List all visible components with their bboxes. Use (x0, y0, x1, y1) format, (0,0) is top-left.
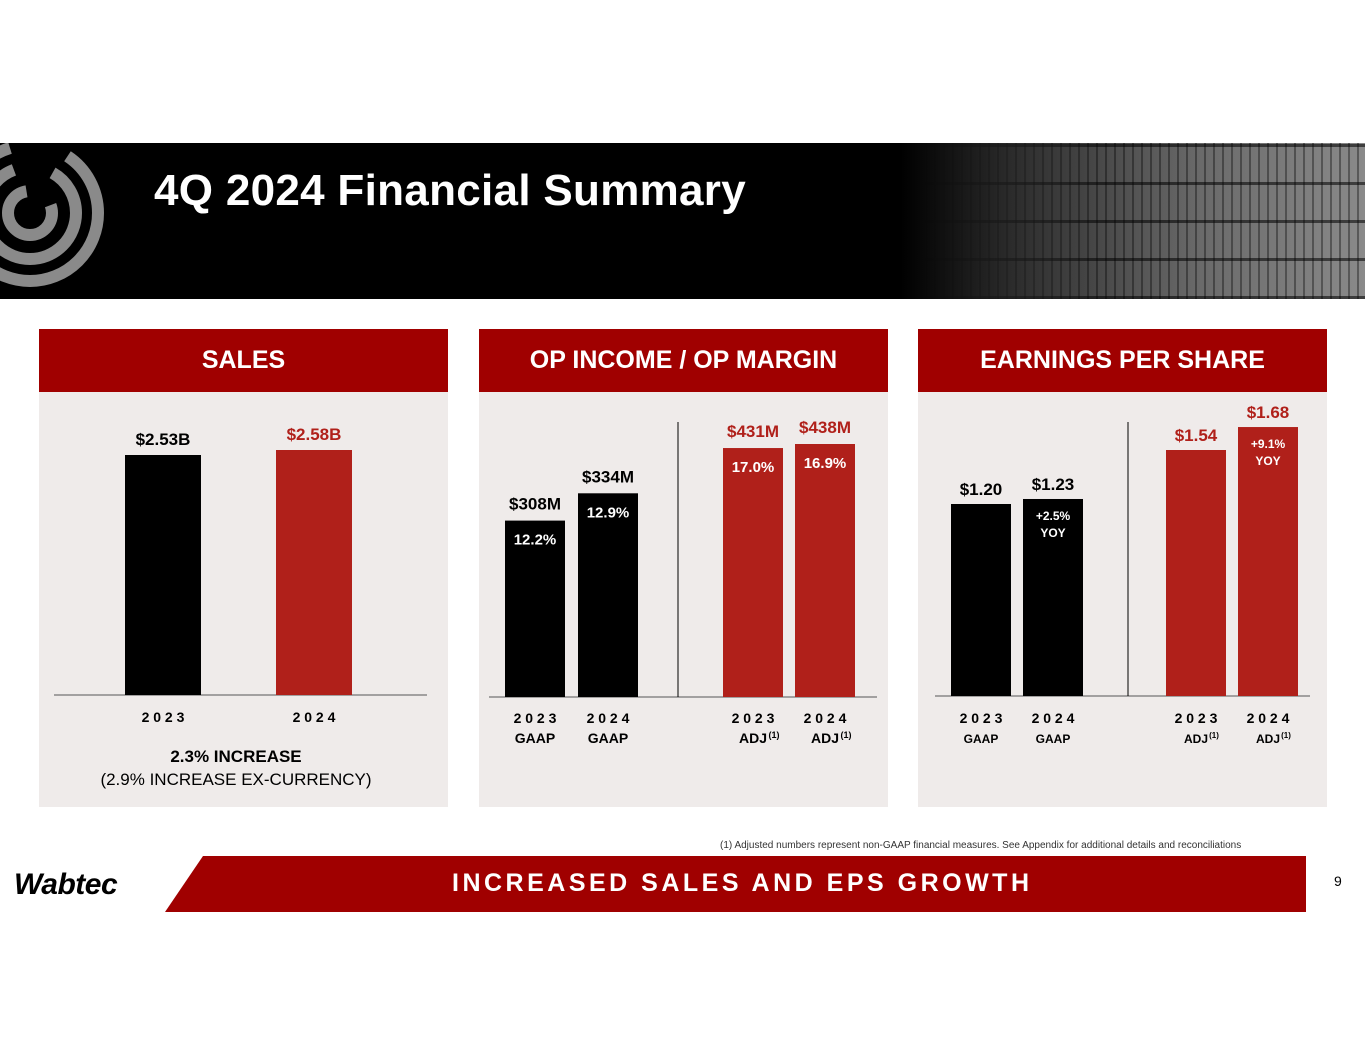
op-year-label: 2 0 2 4 (587, 710, 630, 726)
op-income-panel: OP INCOME / OP MARGIN $308M 12.2% 2 0 2 3 G… (479, 329, 888, 807)
op-margin-label: 17.0% (732, 459, 775, 476)
op-margin-label: 12.2% (514, 532, 557, 549)
eps-year-label: 2 0 2 4 (1247, 710, 1290, 726)
eps-year-label: 2 0 2 3 (1175, 710, 1218, 726)
eps-bar (951, 504, 1011, 696)
eps-value-label: $1.68 (1247, 403, 1290, 422)
brand-swirl-icon (0, 143, 104, 287)
op-bar (795, 444, 855, 697)
eps-basis-label: ADJ (1184, 732, 1208, 746)
footer-tagline: INCREASED SALES AND EPS GROWTH (452, 869, 1033, 897)
op-basis-label: ADJ (739, 730, 767, 746)
sales-ex-currency-note: (2.9% INCREASE EX-CURRENCY) (100, 770, 371, 789)
eps-yoy-pct: +2.5% (1036, 509, 1071, 523)
eps-basis-label: ADJ (1256, 732, 1280, 746)
op-income-chart: $308M 12.2% 2 0 2 3 GAAP $334M 12.9% 2 0 2 4 GA… (489, 418, 877, 746)
eps-basis-label: GAAP (964, 732, 999, 746)
footer-bar (165, 856, 1306, 912)
sales-bar (276, 450, 352, 695)
op-bar (723, 448, 783, 697)
eps-year-label: 2 0 2 3 (960, 710, 1003, 726)
eps-basis-label: GAAP (1036, 732, 1071, 746)
eps-footnote-mark: (1) (1281, 731, 1291, 740)
eps-value-label: $1.54 (1175, 426, 1218, 445)
sales-year-label: 2 0 2 4 (293, 709, 336, 725)
sales-value-label: $2.53B (136, 430, 191, 449)
sales-value-label: $2.58B (287, 425, 342, 444)
footnote: (1) Adjusted numbers represent non-GAAP … (720, 840, 1242, 851)
eps-bar (1023, 498, 1083, 696)
sales-year-label: 2 0 2 3 (142, 709, 185, 725)
op-year-label: 2 0 2 3 (514, 710, 557, 726)
op-margin-label: 16.9% (804, 455, 847, 472)
op-bar (505, 520, 565, 697)
eps-yoy-label: YOY (1040, 526, 1065, 540)
eps-year-label: 2 0 2 4 (1032, 710, 1075, 726)
op-basis-label: GAAP (588, 730, 628, 746)
eps-footnote-mark: (1) (1209, 731, 1219, 740)
op-year-label: 2 0 2 3 (732, 710, 775, 726)
page-number: 9 (1334, 873, 1342, 889)
eps-panel-heading: EARNINGS PER SHARE (918, 329, 1327, 392)
op-value-label: $438M (799, 418, 851, 437)
wabtec-logo: Wabtec (14, 868, 118, 901)
title-banner: 4Q 2024 Financial Summary (0, 143, 1365, 299)
eps-bar (1166, 450, 1226, 696)
op-value-label: $334M (582, 467, 634, 486)
page-title: 4Q 2024 Financial Summary (154, 166, 747, 215)
eps-value-label: $1.20 (960, 480, 1003, 499)
op-footnote-mark: (1) (841, 730, 852, 740)
op-basis-label: ADJ (811, 730, 839, 746)
sales-increase-note: 2.3% INCREASE (170, 747, 301, 766)
eps-panel: EARNINGS PER SHARE $1.20 2 0 2 3 GAAP $1.23… (918, 329, 1327, 807)
op-basis-label: GAAP (515, 730, 555, 746)
op-bar (578, 493, 638, 697)
eps-chart: $1.20 2 0 2 3 GAAP $1.23 +2.5% YOY 2 0 2 4 GAAP… (935, 403, 1310, 746)
op-value-label: $431M (727, 422, 779, 441)
eps-value-label: $1.23 (1032, 475, 1075, 494)
sales-bar (125, 455, 201, 695)
eps-yoy-label: YOY (1255, 454, 1280, 468)
op-year-label: 2 0 2 4 (804, 710, 847, 726)
sales-panel-heading: SALES (39, 329, 448, 392)
op-margin-label: 12.9% (587, 504, 630, 521)
eps-yoy-pct: +9.1% (1251, 437, 1286, 451)
banner-photo (925, 143, 1365, 299)
op-value-label: $308M (509, 495, 561, 514)
op-footnote-mark: (1) (769, 730, 780, 740)
sales-chart: $2.53B 2 0 2 3 $2.58B 2 0 2 4 2.3% INCREASE (… (54, 425, 427, 789)
op-income-panel-heading: OP INCOME / OP MARGIN (479, 329, 888, 392)
sales-panel: SALES $2.53B 2 0 2 3 $2.58B 2 0 2 4 2.3% INC… (39, 329, 448, 807)
eps-bar (1238, 427, 1298, 696)
